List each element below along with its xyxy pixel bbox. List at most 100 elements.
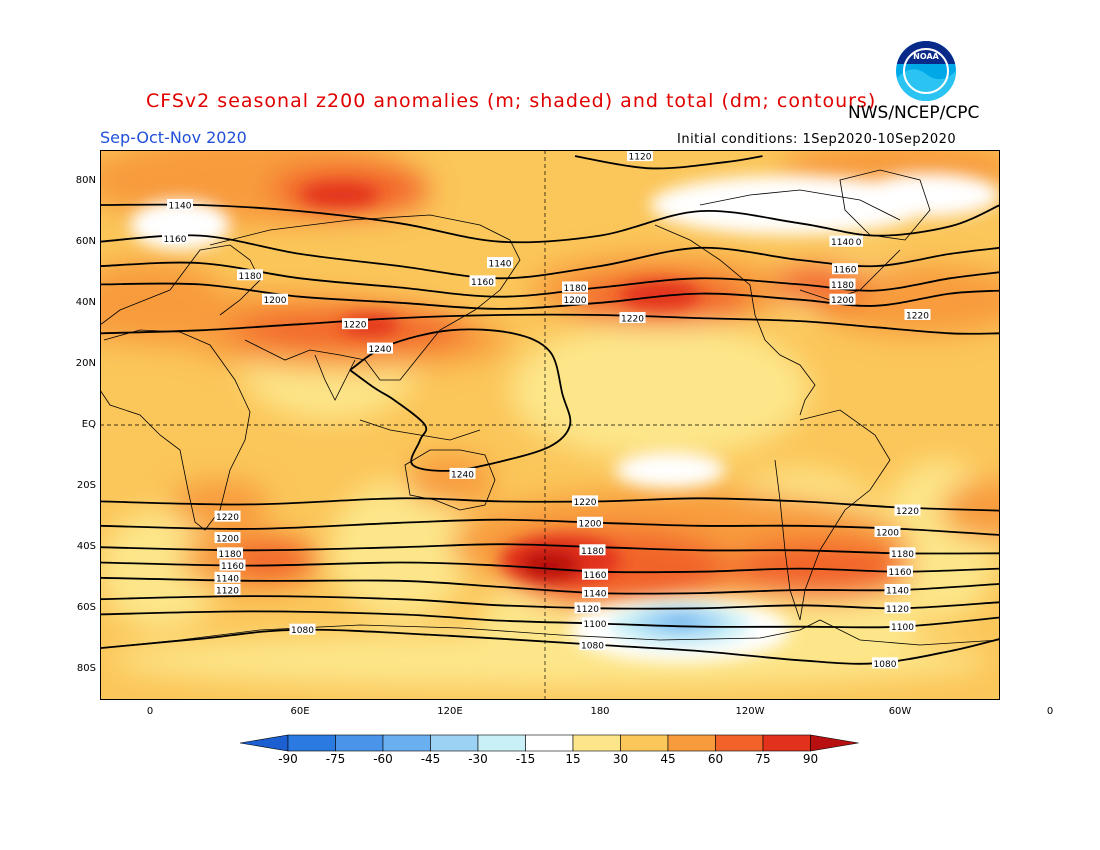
contour-label: 1180 <box>829 278 856 291</box>
colorbar-label: -75 <box>325 752 346 766</box>
svg-text:1220: 1220 <box>906 312 929 322</box>
lat-label: 80S <box>76 663 96 675</box>
contour-label: 1180 <box>217 547 243 560</box>
svg-text:1180: 1180 <box>831 281 854 291</box>
logo-text: NOAA <box>913 52 939 61</box>
contour-label: 1140 <box>829 235 856 248</box>
contour-label: 1120 <box>214 584 241 597</box>
contour-label: 1160 <box>162 232 188 245</box>
lat-label: 40S <box>76 541 96 553</box>
svg-text:1200: 1200 <box>831 296 854 306</box>
colorbar-label: 15 <box>565 752 581 766</box>
svg-text:1180: 1180 <box>239 272 262 282</box>
svg-text:1220: 1220 <box>216 513 239 523</box>
contour-label: 1180 <box>237 269 263 282</box>
svg-text:1220: 1220 <box>344 321 367 331</box>
contour-1240 <box>349 328 572 472</box>
svg-text:1180: 1180 <box>581 547 604 557</box>
contour-label: 1220 <box>904 309 931 322</box>
svg-text:1140: 1140 <box>831 238 854 248</box>
contour-1140 <box>100 203 1000 244</box>
colorbar-arrow-right <box>810 734 859 752</box>
contour-label: 1240 <box>367 342 393 355</box>
colorbar-segment <box>572 734 621 752</box>
svg-text:1120: 1120 <box>216 587 239 597</box>
contour-label: 1200 <box>214 532 241 545</box>
contour-label: 1200 <box>829 293 856 306</box>
contour-label: 1140 <box>884 584 911 597</box>
colorbar-segment <box>525 734 574 752</box>
colorbar-segment <box>667 734 716 752</box>
svg-text:1160: 1160 <box>889 568 912 578</box>
contour-label: 1120 <box>574 602 601 615</box>
lat-label: 80N <box>75 174 96 186</box>
svg-text:1200: 1200 <box>216 535 239 545</box>
svg-text:1140: 1140 <box>216 574 239 584</box>
contour-label: 1180 <box>579 544 606 557</box>
contour-label: 1160 <box>219 559 246 572</box>
contour-label: 1120 <box>884 602 911 615</box>
contour-label: 1160 <box>469 275 496 288</box>
contour-1160 <box>100 234 1000 280</box>
contour-label: 1220 <box>619 312 646 325</box>
agency-label: NWS/NCEP/CPC <box>848 103 980 123</box>
colorbar-segment <box>715 734 764 752</box>
contour-label: 1180 <box>889 547 916 560</box>
colorbar-label: 30 <box>612 752 629 766</box>
colorbar-segment <box>620 734 669 752</box>
svg-text:1240: 1240 <box>369 345 392 355</box>
contour-label: 1100 <box>889 620 916 633</box>
contour-label: 1200 <box>874 525 901 538</box>
colorbar-segment <box>430 734 479 752</box>
contour-label: 1160 <box>582 568 608 581</box>
svg-text:1120: 1120 <box>576 605 599 615</box>
contour-label: 1100 <box>582 617 608 630</box>
contour-label: 1160 <box>832 263 858 276</box>
svg-text:1200: 1200 <box>264 296 287 306</box>
svg-text:1180: 1180 <box>564 284 587 294</box>
svg-text:1220: 1220 <box>574 498 597 508</box>
svg-text:1140: 1140 <box>489 260 512 270</box>
season-label: Sep-Oct-Nov 2020 <box>100 128 247 147</box>
lat-label: 60S <box>76 602 96 614</box>
contour-label: 1220 <box>342 318 368 331</box>
contour-label: 1140 <box>487 257 513 270</box>
svg-text:1200: 1200 <box>579 519 602 529</box>
lon-label: 180 <box>590 706 610 717</box>
svg-text:1120: 1120 <box>886 605 909 615</box>
contour-label: 1240 <box>449 467 476 480</box>
contour-label: 1140 <box>167 199 193 212</box>
svg-text:1160: 1160 <box>834 266 857 276</box>
contour-label: 1080 <box>579 639 606 652</box>
colorbar-label: 60 <box>707 752 724 766</box>
colorbar-label: 75 <box>755 752 771 766</box>
svg-text:1200: 1200 <box>564 296 587 306</box>
svg-text:1140: 1140 <box>584 590 607 600</box>
lat-label: EQ <box>81 419 96 430</box>
colorbar-label: 90 <box>802 752 819 766</box>
contour-label: 1200 <box>262 293 288 306</box>
contour-label: 1080 <box>872 657 898 670</box>
noaa-logo-icon: NOAA <box>896 41 956 101</box>
contour-label: 1080 <box>289 623 316 636</box>
colorbar-segment <box>287 734 336 752</box>
contour-1120 <box>574 155 763 170</box>
contour-label: 1120 <box>627 150 653 163</box>
anomaly-map: 1120 1140 1160 1180 1200 1220 1240 1140 1160 1180… <box>100 150 1000 700</box>
initial-conditions-label: Initial conditions: 1Sep2020-10Sep2020 <box>677 132 957 147</box>
contour-label: 1220 <box>214 510 241 523</box>
colorbar-segment <box>382 734 431 752</box>
contour-label: 1220 <box>894 504 921 517</box>
svg-text:1220: 1220 <box>621 315 644 325</box>
lon-label: 0 <box>1046 706 1054 717</box>
svg-text:1120: 1120 <box>629 153 652 163</box>
lat-label: 40N <box>75 296 96 308</box>
svg-text:1220: 1220 <box>896 507 919 517</box>
contour-label: 1180 <box>562 281 588 294</box>
lon-label: 60W <box>888 706 912 717</box>
colorbar-label: -60 <box>373 752 393 766</box>
colorbar-label: -30 <box>468 752 488 766</box>
svg-text:1180: 1180 <box>219 550 242 560</box>
colorbar-arrow-left <box>240 734 289 752</box>
lat-label: 60N <box>75 235 96 247</box>
